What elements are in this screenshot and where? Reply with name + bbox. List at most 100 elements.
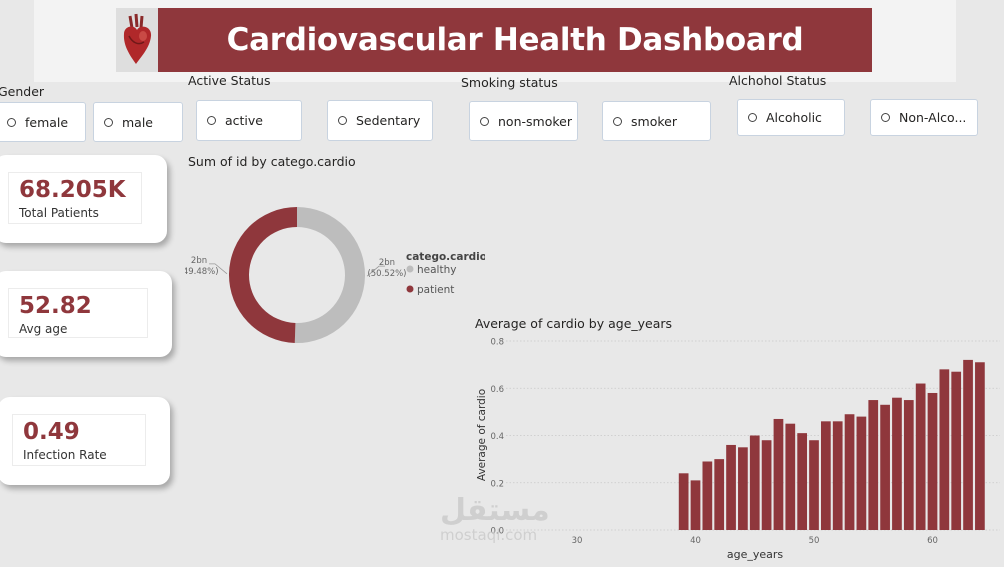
bar-y-tick-label: 0.4: [490, 432, 504, 442]
bar-age-60[interactable]: [927, 392, 938, 530]
dashboard-title: Cardiovascular Health Dashboard: [226, 22, 804, 58]
donut-slice-healthy[interactable]: [294, 207, 365, 343]
smoking-option-label: non-smoker: [498, 113, 572, 129]
donut-percent-label-patient: (49.48%): [185, 267, 219, 277]
bar-age-42[interactable]: [714, 459, 725, 530]
gender-option-label: male: [122, 114, 153, 130]
bar-chart-x-axis-label: age_years: [727, 548, 784, 561]
active-status-slicer-title: Active Status: [188, 73, 271, 88]
radio-icon: [748, 113, 757, 122]
bar-age-61[interactable]: [939, 369, 950, 530]
legend-marker-patient: [406, 285, 414, 293]
bar-age-57[interactable]: [892, 397, 902, 530]
header-title-box: Cardiovascular Health Dashboard: [158, 8, 872, 72]
smoking-option-non-smoker[interactable]: non-smoker: [469, 101, 578, 141]
legend-label-patient: patient: [417, 284, 454, 296]
active-option-sedentary[interactable]: Sedentary: [327, 100, 433, 141]
avg-age-value: 52.82: [19, 293, 92, 319]
donut-percent-label-healthy: (50.52%): [367, 269, 406, 279]
anatomical-heart-icon: [116, 8, 158, 72]
bar-age-44[interactable]: [738, 447, 748, 530]
watermark: مستقل mostaql.com: [440, 493, 550, 544]
infection-rate-value: 0.49: [23, 419, 80, 445]
bar-age-45[interactable]: [749, 435, 760, 531]
donut-value-label-healthy: 2bn: [379, 258, 395, 268]
bar-age-48[interactable]: [785, 423, 796, 530]
card-inner: 52.82 Avg age: [8, 288, 148, 338]
active-option-label: active: [225, 113, 263, 128]
total-patients-card: 68.205K Total Patients: [0, 155, 167, 243]
infection-rate-card: 0.49 Infection Rate: [0, 397, 170, 485]
alcohol-status-slicer-title: Alchohol Status: [729, 73, 827, 88]
alcohol-option-label: Non-Alco...: [899, 110, 967, 125]
bar-age-49[interactable]: [797, 433, 808, 530]
radio-icon: [7, 117, 16, 127]
avg-age-label: Avg age: [19, 322, 68, 336]
bar-age-59[interactable]: [915, 383, 926, 530]
smoking-status-slicer-title: Smoking status: [461, 75, 558, 90]
legend-marker-healthy: [406, 265, 414, 273]
bar-x-tick-label: 50: [809, 536, 820, 546]
bar-age-47[interactable]: [773, 418, 784, 530]
bar-chart-y-axis-label: Average of cardio: [476, 389, 488, 481]
donut-legend-title: catego.cardio: [406, 251, 485, 263]
bar-age-64[interactable]: [975, 362, 985, 530]
watermark-latin: mostaql.com: [440, 526, 538, 544]
bar-age-56[interactable]: [880, 404, 890, 530]
bar-y-tick-label: 0.8: [490, 338, 504, 348]
radio-icon: [207, 116, 216, 125]
bar-chart[interactable]: 0.0 0.2 0.4 0.6 0.8 30 40 50 60 Average of card…: [470, 330, 1004, 567]
bar-y-tick-label: 0.0: [490, 527, 504, 537]
bar-age-46[interactable]: [761, 440, 772, 530]
bar-x-tick-label: 30: [572, 536, 583, 546]
bar-age-58[interactable]: [903, 400, 914, 530]
bar-age-43[interactable]: [726, 444, 736, 530]
donut-slice-patient[interactable]: [228, 207, 297, 343]
total-patients-label: Total Patients: [19, 206, 99, 220]
legend-label-healthy: healthy: [417, 264, 456, 276]
bar-age-40[interactable]: [690, 480, 701, 530]
bar-x-tick-label: 60: [927, 536, 938, 546]
alcohol-option-alcoholic[interactable]: Alcoholic: [737, 99, 845, 136]
card-inner: 68.205K Total Patients: [8, 172, 142, 224]
gender-option-male[interactable]: male: [93, 102, 183, 142]
donut-leader-line: [366, 265, 385, 277]
donut-leader-line: [209, 263, 228, 275]
bar-age-54[interactable]: [856, 416, 867, 530]
radio-icon: [881, 113, 890, 122]
bar-age-53[interactable]: [844, 414, 855, 530]
alcohol-option-non-alcoholic[interactable]: Non-Alco...: [870, 99, 978, 136]
smoking-option-smoker[interactable]: smoker: [602, 101, 711, 141]
bar-x-tick-label: 40: [690, 536, 701, 546]
radio-icon: [480, 116, 489, 126]
active-option-label: Sedentary: [356, 113, 421, 128]
avg-age-card: 52.82 Avg age: [0, 271, 172, 357]
bar-age-50[interactable]: [809, 440, 819, 530]
gender-option-label: female: [25, 114, 69, 130]
bar-age-52[interactable]: [832, 421, 843, 530]
gender-slicer-title: Gender: [0, 84, 45, 99]
infection-rate-label: Infection Rate: [23, 448, 107, 462]
card-inner: 0.49 Infection Rate: [12, 414, 146, 466]
bar-age-41[interactable]: [702, 461, 713, 530]
watermark-arabic: مستقل: [440, 493, 550, 528]
bar-y-tick-label: 0.6: [490, 385, 504, 395]
bar-age-39[interactable]: [678, 473, 689, 530]
donut-chart-title: Sum of id by catego.cardio: [188, 154, 356, 169]
bar-age-51[interactable]: [820, 421, 831, 530]
bar-age-55[interactable]: [868, 400, 879, 530]
total-patients-value: 68.205K: [19, 177, 126, 203]
radio-icon: [338, 116, 347, 125]
donut-value-label-patient: 2bn: [191, 256, 207, 266]
bar-chart-title: Average of cardio by age_years: [475, 316, 673, 331]
radio-icon: [613, 116, 622, 126]
alcohol-option-label: Alcoholic: [766, 110, 822, 125]
gender-option-female[interactable]: female: [0, 102, 86, 142]
bar-age-63[interactable]: [963, 359, 973, 530]
radio-icon: [104, 117, 113, 127]
smoking-option-label: smoker: [631, 113, 677, 129]
active-option-active[interactable]: active: [196, 100, 302, 141]
bar-y-tick-label: 0.2: [490, 479, 504, 489]
bar-age-62[interactable]: [951, 371, 962, 530]
